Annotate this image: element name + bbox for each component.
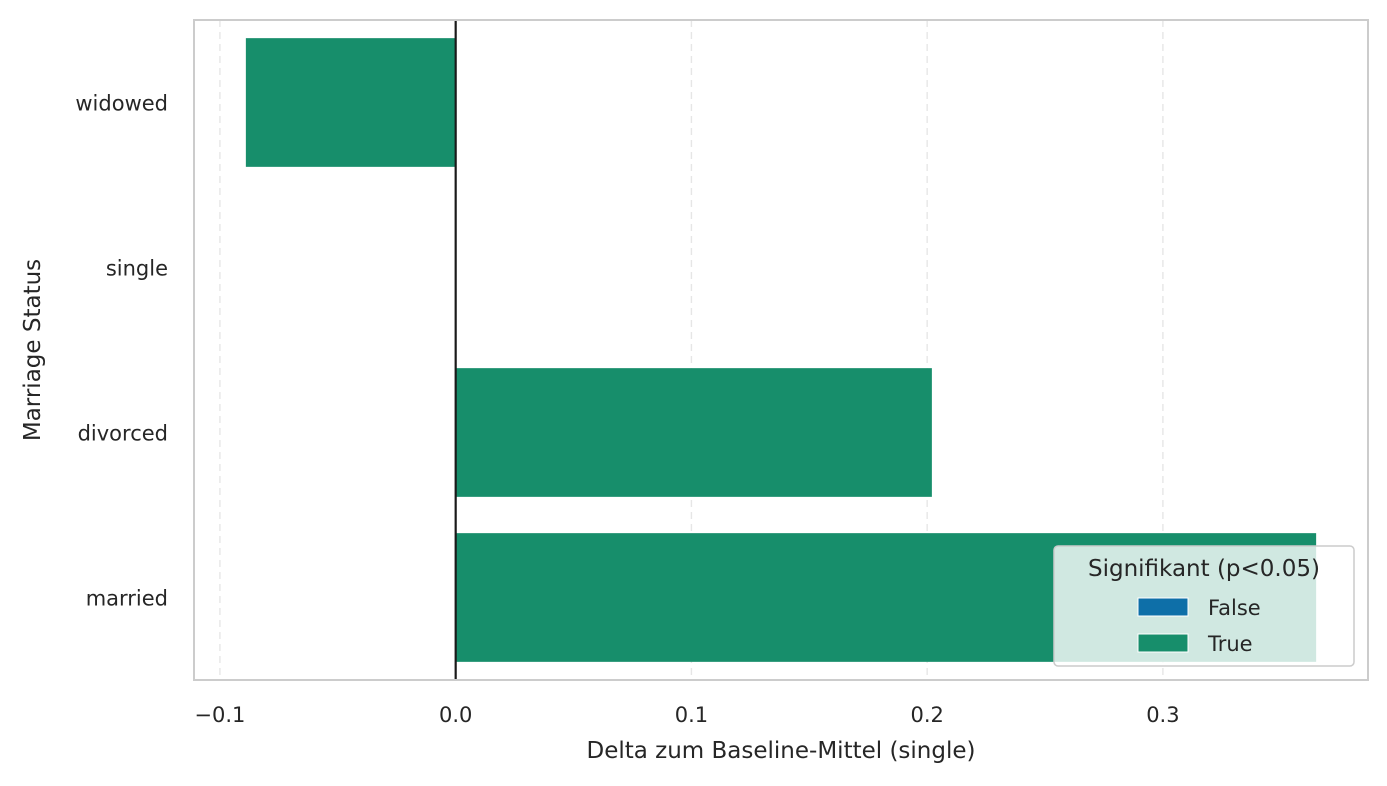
plot-frame <box>193 19 1369 681</box>
y-tick-label: single <box>106 257 168 281</box>
y-tick-labels: widowed single divorced married <box>75 92 168 611</box>
bar-divorced <box>455 368 932 497</box>
x-axis-label: Delta zum Baseline-Mittel (single) <box>586 738 975 764</box>
legend: Signifikant (p<0.05) False True <box>1053 545 1355 667</box>
legend-title: Signifikant (p<0.05) <box>1088 556 1320 582</box>
x-tick-label: −0.1 <box>194 703 245 727</box>
legend-entries: False True <box>1137 596 1261 656</box>
bar-widowed <box>245 38 456 167</box>
legend-label: True <box>1207 632 1253 656</box>
y-tick-label: widowed <box>75 92 168 116</box>
legend-box <box>1053 545 1355 667</box>
y-axis-label: Marriage Status <box>20 259 46 441</box>
x-tick-label: 0.2 <box>910 703 943 727</box>
legend-label: False <box>1208 596 1261 620</box>
x-tick-label: 0.3 <box>1146 703 1179 727</box>
legend-swatch <box>1137 633 1189 653</box>
x-tick-label: 0.1 <box>675 703 708 727</box>
y-tick-label: married <box>86 587 168 611</box>
legend-swatch <box>1137 597 1189 617</box>
x-tick-labels: −0.1 0.0 0.1 0.2 0.3 <box>194 703 1179 727</box>
y-tick-label: divorced <box>78 422 168 446</box>
x-tick-label: 0.0 <box>439 703 472 727</box>
